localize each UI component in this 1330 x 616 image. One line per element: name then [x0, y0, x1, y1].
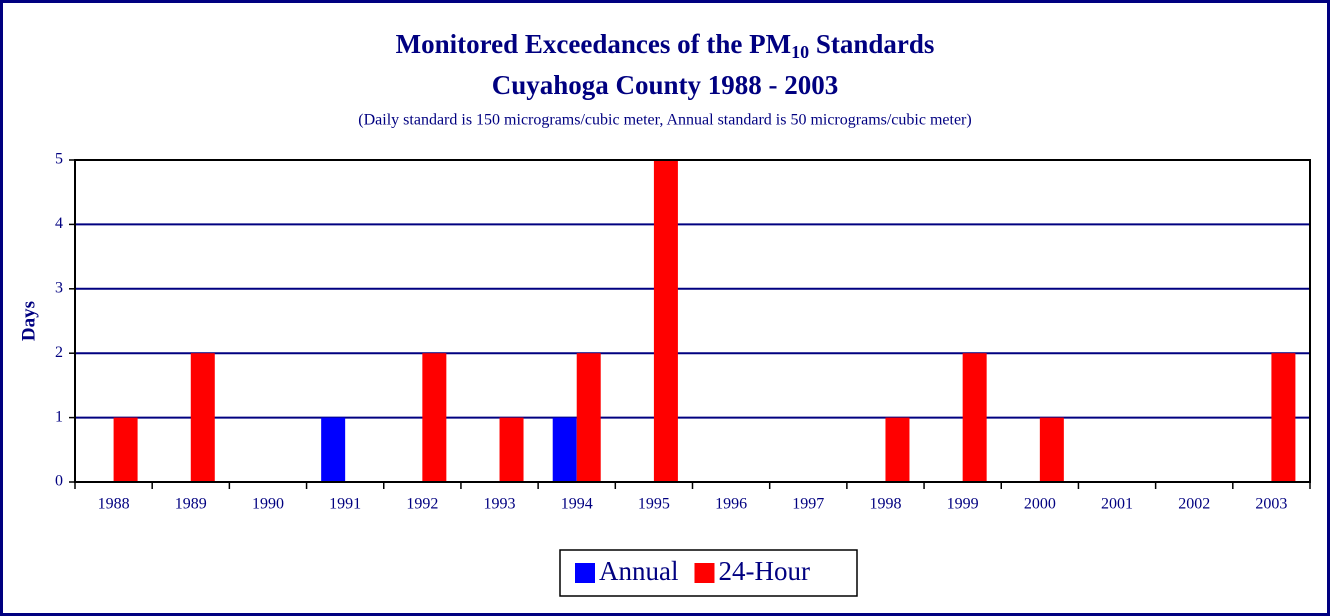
chart-note: (Daily standard is 150 micrograms/cubic … [358, 112, 971, 129]
y-tick-label: 2 [55, 344, 63, 361]
bar [653, 160, 678, 482]
legend-swatch [575, 563, 595, 583]
y-tick-label: 1 [55, 408, 63, 425]
x-tick-label: 1998 [869, 496, 901, 513]
x-tick-label: 1990 [252, 496, 284, 513]
bar [1271, 353, 1296, 482]
x-tick-label: 2002 [1178, 496, 1210, 513]
bar [885, 417, 910, 482]
x-tick-label: 1999 [947, 496, 979, 513]
legend-label: 24-Hour [718, 556, 809, 586]
y-tick-label: 3 [55, 279, 63, 296]
x-tick-label: 1991 [329, 496, 361, 513]
y-tick-label: 5 [55, 151, 63, 168]
y-axis-label: Days [18, 301, 39, 341]
x-tick-label: 1994 [561, 496, 593, 513]
bar [1039, 417, 1064, 482]
bar [552, 417, 577, 482]
x-tick-label: 2003 [1255, 496, 1287, 513]
plot-frame [74, 159, 1311, 483]
title-part: Monitored Exceedances of the PM [396, 29, 791, 59]
x-tick-label: 2000 [1024, 496, 1056, 513]
bar [576, 353, 601, 482]
legend-label: Annual [599, 556, 678, 586]
x-tick-label: 1992 [406, 496, 438, 513]
legend-swatch [694, 563, 715, 583]
x-tick-label: 1996 [715, 496, 747, 513]
bar [113, 417, 138, 482]
bar [422, 353, 447, 482]
title-subscript: 10 [791, 42, 809, 62]
y-tick-label: 4 [55, 215, 63, 232]
y-tick-label: 0 [55, 473, 63, 490]
x-tick-label: 1997 [792, 496, 824, 513]
chart-title: Monitored Exceedances of the PM10 Standa… [396, 29, 935, 62]
title-part: Standards [809, 29, 934, 59]
x-tick-label: 1995 [638, 496, 670, 513]
x-tick-label: 2001 [1101, 496, 1133, 513]
bar [499, 417, 524, 482]
x-tick-label: 1989 [175, 496, 207, 513]
bar [190, 353, 215, 482]
bar [321, 417, 346, 482]
chart-subtitle: Cuyahoga County 1988 - 2003 [492, 70, 839, 100]
bar [962, 353, 987, 482]
x-tick-label: 1988 [98, 496, 130, 513]
x-tick-label: 1993 [484, 496, 516, 513]
